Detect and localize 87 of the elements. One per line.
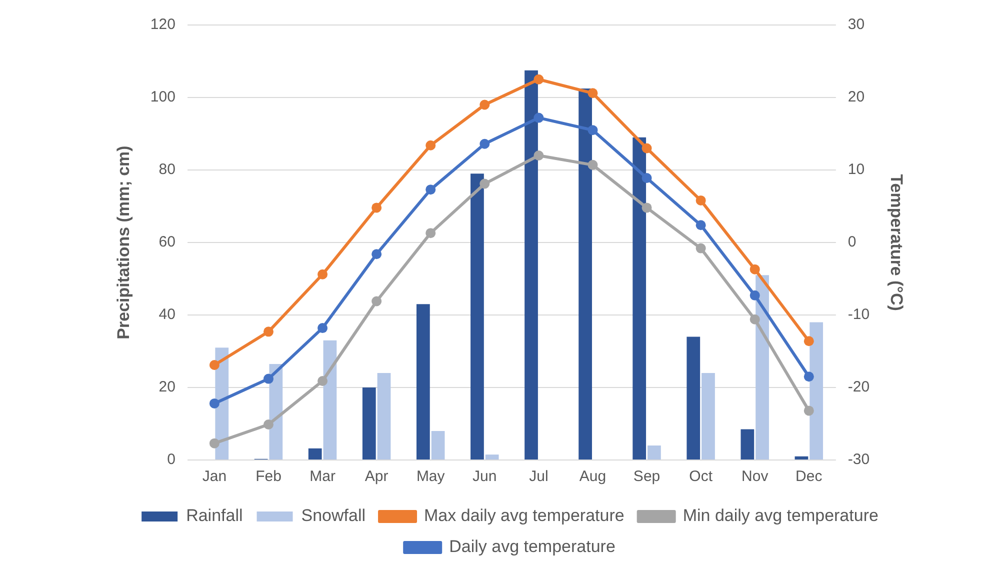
- bar: [578, 88, 592, 460]
- x-tick-label: Mar: [310, 468, 336, 486]
- y2-tick-label: -30: [848, 451, 870, 468]
- x-tick-label: Jan: [202, 468, 227, 486]
- point: [534, 150, 544, 160]
- legend-label: Daily avg temperature: [449, 537, 616, 556]
- bar: [686, 336, 700, 460]
- point: [263, 326, 274, 337]
- bar: [702, 373, 715, 460]
- bar: [416, 304, 430, 460]
- y2-tick-label: 30: [848, 16, 865, 34]
- bar: [740, 429, 754, 460]
- y-tick-label: 120: [150, 16, 176, 34]
- point: [263, 374, 274, 384]
- point: [480, 100, 490, 110]
- point: [750, 264, 760, 274]
- point: [318, 323, 328, 334]
- point: [372, 249, 382, 260]
- point: [209, 360, 220, 370]
- point: [426, 228, 436, 238]
- point: [318, 269, 328, 280]
- x-tick-label: Oct: [689, 468, 714, 486]
- point: [696, 220, 706, 230]
- y2-tick-label: -20: [848, 378, 870, 396]
- bar: [648, 446, 661, 460]
- point: [750, 314, 760, 324]
- y2-tick-label: 0: [848, 234, 856, 251]
- x-tick-label: Dec: [796, 468, 823, 486]
- y-tick-label: 100: [150, 88, 176, 106]
- point: [209, 398, 220, 408]
- point: [696, 243, 706, 254]
- y-axis-title: Precipitations (mm; cm): [114, 146, 133, 340]
- point: [750, 290, 760, 300]
- point: [372, 202, 382, 213]
- point: [480, 138, 490, 149]
- bar: [431, 431, 445, 460]
- bar: [794, 456, 808, 460]
- x-tick-label: Sep: [633, 468, 660, 486]
- y-tick-label: 20: [158, 378, 176, 396]
- point: [696, 195, 706, 206]
- y-tick-label: 0: [167, 451, 176, 468]
- y-tick-label: 80: [158, 161, 176, 178]
- point: [534, 112, 544, 123]
- bar: [362, 388, 376, 460]
- y-tick-label: 60: [158, 234, 176, 251]
- point: [209, 438, 220, 448]
- x-tick-label: Jun: [472, 468, 497, 486]
- x-tick-label: May: [416, 468, 446, 486]
- point: [588, 125, 598, 136]
- point: [804, 406, 814, 416]
- point: [534, 74, 544, 84]
- bar: [524, 70, 538, 460]
- bar: [756, 275, 769, 460]
- x-tick-label: Jul: [529, 468, 548, 486]
- bar: [308, 448, 322, 460]
- point: [480, 178, 490, 189]
- point: [372, 296, 382, 306]
- x-tick-label: Nov: [742, 468, 769, 486]
- bar: [810, 322, 824, 460]
- point: [588, 88, 598, 98]
- point: [426, 184, 436, 195]
- legend-label: Snowfall: [301, 506, 366, 526]
- bar: [470, 174, 484, 460]
- point: [804, 336, 814, 346]
- point: [804, 372, 814, 382]
- legend-label: Rainfall: [186, 506, 243, 526]
- point: [263, 419, 274, 430]
- y2-axis-title: Temperature (°C): [887, 174, 906, 311]
- bar: [323, 340, 337, 460]
- point: [426, 140, 436, 150]
- legend-label: Min daily avg temperature: [682, 506, 878, 526]
- y-tick-label: 40: [158, 306, 176, 324]
- y2-tick-label: 10: [848, 161, 865, 178]
- y2-tick-label: 20: [848, 88, 865, 106]
- point: [642, 202, 652, 213]
- x-tick-label: Aug: [579, 468, 606, 486]
- point: [588, 160, 598, 170]
- point: [318, 376, 328, 386]
- x-tick-label: Feb: [256, 468, 282, 486]
- point: [642, 143, 652, 154]
- x-tick-label: Apr: [364, 468, 388, 486]
- bar: [632, 137, 646, 460]
- y2-tick-label: -10: [848, 306, 870, 324]
- point: [642, 172, 652, 183]
- legend-label: Max daily avg temperature: [424, 506, 624, 526]
- bar: [485, 454, 499, 460]
- bar: [377, 373, 391, 460]
